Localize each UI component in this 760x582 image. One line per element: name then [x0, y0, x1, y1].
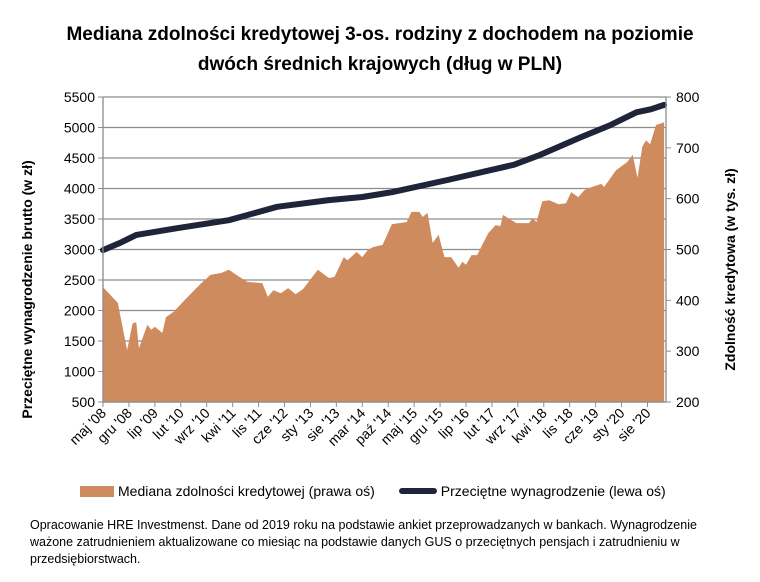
y-right-tick-label: 200 — [676, 394, 700, 410]
chart-svg: 500 1000 1500 2000 2500 3000 3500 4000 4500 5000 5… — [19, 89, 738, 449]
y-left-tick-label: 5500 — [64, 89, 95, 105]
legend-label-line: Przeciętne wynagrodzenie (lewa oś) — [440, 483, 666, 499]
y-left-tick-label: 3000 — [64, 242, 95, 258]
y-right-tick-label: 700 — [676, 140, 700, 156]
legend-label-area: Mediana zdolności kredytowej (prawa oś) — [118, 483, 375, 499]
y-left-tick-label: 5000 — [64, 120, 95, 136]
area-series-credit-capacity — [103, 122, 665, 403]
footnote: Opracowanie HRE Investmenst. Dane od 201… — [30, 518, 697, 566]
y-left-axis-title: Przeciętne wynagrodzenie brutto (w zł) — [19, 160, 35, 418]
legend-swatch-area — [80, 485, 114, 497]
y-left-tick-label: 1000 — [64, 364, 95, 380]
line-series-wage — [100, 101, 668, 254]
legend-swatch-line — [398, 488, 437, 494]
y-left-tick-label: 2000 — [64, 303, 95, 319]
y-left-tick-label: 3500 — [64, 211, 95, 227]
y-right-tick-label: 800 — [676, 89, 700, 105]
y-right-tick-label: 500 — [676, 242, 700, 258]
y-right-axis-title: Zdolność kredytowa (w tys. zł) — [722, 168, 738, 370]
chart-title-line2: dwóch średnich krajowych (dług w PLN) — [197, 54, 563, 75]
y-right-tick-label: 300 — [676, 343, 700, 359]
y-left-tick-label: 1500 — [64, 333, 95, 349]
y-left-tick-label: 4500 — [64, 150, 95, 166]
y-right-tick-label: 400 — [676, 292, 700, 308]
legend: Mediana zdolności kredytowej (prawa oś) … — [80, 483, 666, 499]
y-right-tick-label: 600 — [676, 191, 700, 207]
y-left-tick-label: 500 — [72, 394, 96, 410]
y-left-tick-label: 4000 — [64, 181, 95, 197]
y-left-tick-label: 2500 — [64, 272, 95, 288]
chart-title-line1: Mediana zdolności kredytowej 3-os. rodzi… — [66, 24, 694, 45]
